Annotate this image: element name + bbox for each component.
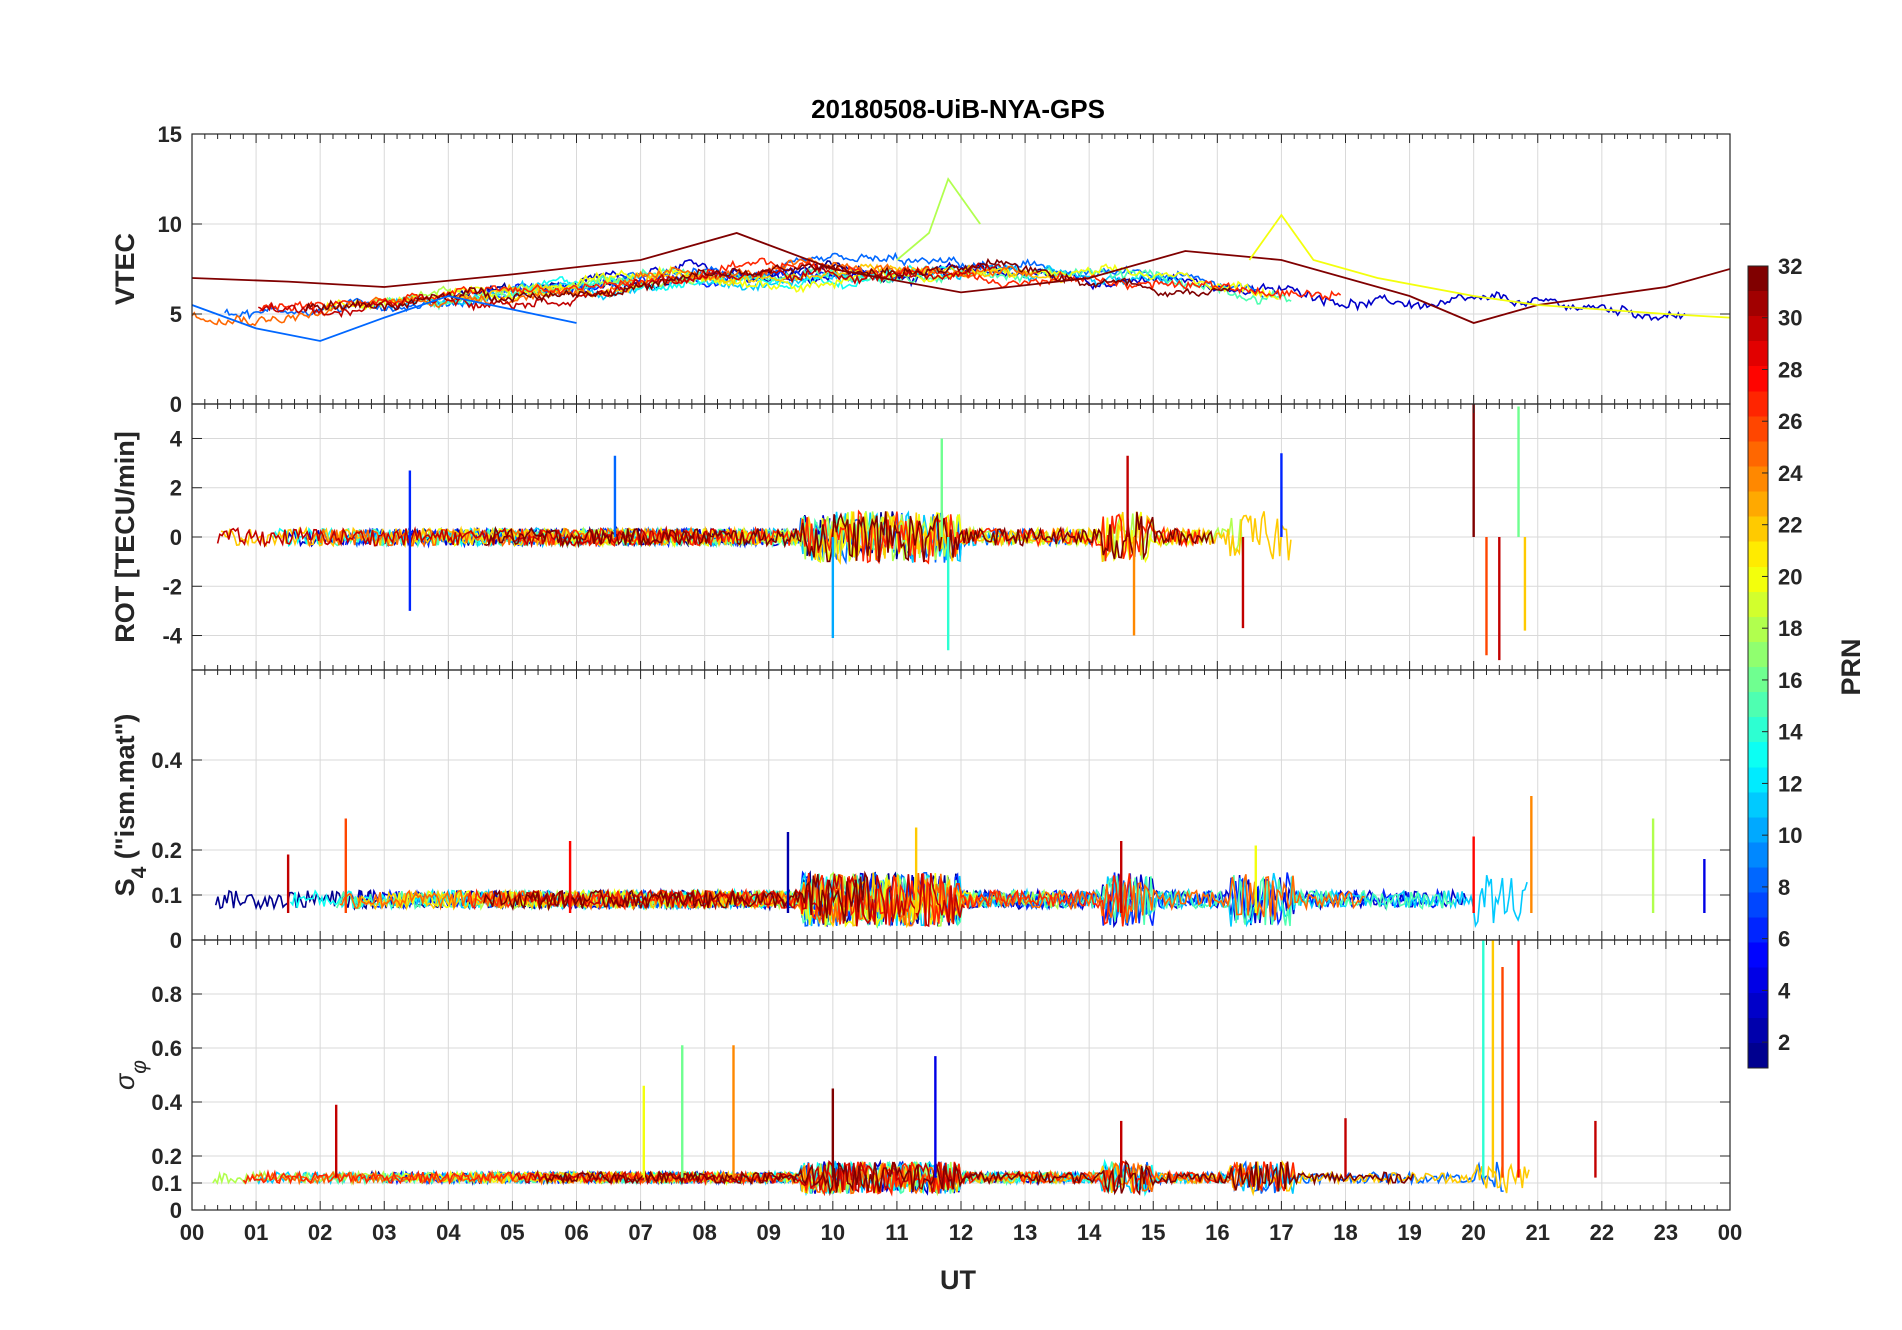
x-tick-label: 17: [1269, 1220, 1293, 1245]
x-tick-label: 03: [372, 1220, 396, 1245]
series-line-prn-20: [322, 263, 1279, 312]
y-tick-label: 0.2: [151, 838, 182, 863]
y-tick-label: 0.4: [151, 748, 182, 773]
x-tick-label: 22: [1590, 1220, 1614, 1245]
x-tick-label: 07: [628, 1220, 652, 1245]
x-tick-label: 02: [308, 1220, 332, 1245]
y-tick-label: 0: [170, 928, 182, 953]
x-tick-label: 11: [885, 1220, 908, 1245]
panel-vtec: 0 5 10 15 VTEC: [110, 122, 1731, 417]
x-tick-label: 15: [1141, 1220, 1165, 1245]
series-line-prn-25: [192, 257, 1038, 327]
y-tick-label: 0.8: [151, 982, 182, 1007]
x-axis: 00 01 02 03 04 05 06 07 08 09 10 11 12 13 14 15 16 17 18 19…: [180, 1220, 1742, 1245]
colorbar-label: PRN: [1836, 638, 1866, 695]
series-line-prn-32: [192, 232, 1730, 324]
x-axis-label: UT: [940, 1265, 976, 1295]
colorbar-tick-label: 6: [1778, 927, 1790, 952]
series-line-prn-30: [524, 872, 966, 928]
colorbar-tick-label: 28: [1778, 357, 1802, 382]
x-tick-label: 06: [564, 1220, 588, 1245]
y-tick-label: 5: [170, 302, 182, 327]
x-tick-label: 08: [692, 1220, 716, 1245]
x-tick-label: 18: [1333, 1220, 1357, 1245]
colorbar-tick-label: 10: [1778, 823, 1802, 848]
y-tick-label: 15: [158, 122, 182, 147]
series-line-prn-18: [896, 177, 981, 261]
y-axis-label-s4: S4 ("ism.mat"): [110, 714, 151, 897]
colorbar-tick-label: 20: [1778, 564, 1802, 589]
y-tick-label: 0: [170, 392, 182, 417]
y-tick-label: 0.6: [151, 1036, 182, 1061]
x-tick-label: 13: [1013, 1220, 1037, 1245]
series-line-prn-32: [544, 1159, 1414, 1197]
y-axis-label-vtec: VTEC: [110, 233, 140, 305]
x-tick-label: 01: [244, 1220, 268, 1245]
x-tick-label: 09: [757, 1220, 781, 1245]
y-tick-label: 0.4: [151, 1090, 182, 1115]
x-tick-label: 00: [1718, 1220, 1742, 1245]
panel-rot: -4 -2 0 2 4 ROT [TECU/min]: [110, 403, 1731, 671]
colorbar-tick-label: 18: [1778, 616, 1802, 641]
y-tick-label: 0.1: [151, 1171, 182, 1196]
series-line-prn-27: [519, 509, 1201, 565]
chart-title: 20180508-UiB-NYA-GPS: [811, 94, 1105, 124]
x-tick-label: 16: [1205, 1220, 1229, 1245]
x-tick-label: 23: [1654, 1220, 1678, 1245]
colorbar-tick-label: 16: [1778, 668, 1802, 693]
colorbar-tick-label: 4: [1778, 978, 1791, 1003]
x-tick-label: 19: [1397, 1220, 1421, 1245]
y-tick-label: 0.2: [151, 1144, 182, 1169]
x-tick-label: 21: [1526, 1220, 1550, 1245]
colorbar-tick-label: 22: [1778, 513, 1802, 538]
x-tick-label: 12: [949, 1220, 973, 1245]
series-group: [214, 796, 1706, 929]
series-line-prn-25: [339, 872, 1365, 927]
y-axis-label-rot: ROT [TECU/min]: [110, 431, 140, 642]
series-line-prn-20: [1248, 213, 1730, 319]
colorbar-tick-label: 24: [1778, 461, 1803, 486]
colorbar-tick-label: 8: [1778, 875, 1790, 900]
y-tick-label: 2: [170, 476, 182, 501]
x-tick-label: 00: [180, 1220, 204, 1245]
x-tick-label: 10: [821, 1220, 845, 1245]
x-tick-label: 20: [1461, 1220, 1485, 1245]
x-tick-label: 04: [436, 1220, 461, 1245]
x-tick-label: 05: [500, 1220, 524, 1245]
colorbar-tick-label: 2: [1778, 1030, 1790, 1055]
series-group: [192, 177, 1730, 342]
panel-sigma_phi: 00.10.2 0.4 0.6 0.8 σφ: [110, 939, 1731, 1223]
series-group: [216, 404, 1527, 661]
x-tick-label: 14: [1077, 1220, 1102, 1245]
y-tick-label: 4: [170, 426, 183, 451]
colorbar-gradient: [1747, 265, 1769, 1069]
colorbar-tick-label: 32: [1778, 254, 1802, 279]
series-line-prn-30: [257, 262, 1002, 318]
series-line-prn-32: [482, 870, 871, 922]
series-line-prn-32: [483, 511, 1214, 563]
y-tick-label: 10: [158, 212, 182, 237]
series-line-prn-8: [192, 295, 577, 342]
y-axis-label-sigma_phi: σφ: [110, 1060, 151, 1090]
colorbar-tick-label: 14: [1778, 720, 1803, 745]
y-tick-label: -4: [162, 624, 182, 649]
colorbar-tick-label: 26: [1778, 409, 1802, 434]
y-tick-label: 0.1: [151, 883, 182, 908]
y-tick-label: 0: [170, 525, 182, 550]
colorbar-tick-label: 30: [1778, 306, 1802, 331]
series-group: [212, 940, 1597, 1197]
panel-s4: 0 0.1 0.2 0.4S4 ("ism.mat"): [110, 669, 1731, 953]
series-line-prn-30: [216, 525, 724, 549]
colorbar-tick-label: 12: [1778, 771, 1802, 796]
y-tick-label: 0: [170, 1198, 182, 1223]
y-tick-label: -2: [162, 574, 182, 599]
